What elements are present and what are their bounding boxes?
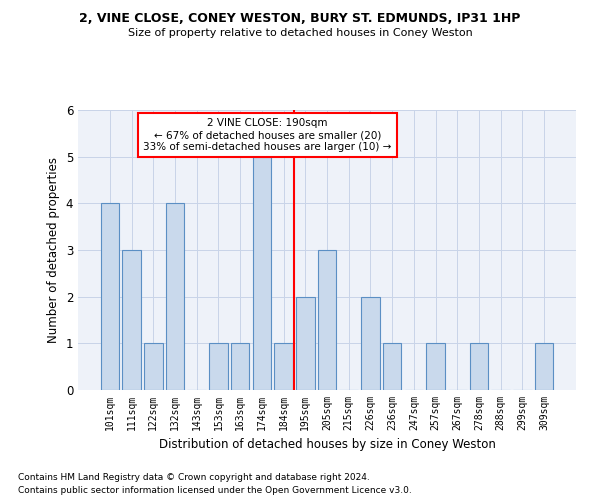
Bar xyxy=(122,250,141,390)
Y-axis label: Number of detached properties: Number of detached properties xyxy=(47,157,60,343)
Bar xyxy=(383,344,401,390)
Bar xyxy=(427,344,445,390)
Bar xyxy=(535,344,553,390)
Text: 2 VINE CLOSE: 190sqm
← 67% of detached houses are smaller (20)
33% of semi-detac: 2 VINE CLOSE: 190sqm ← 67% of detached h… xyxy=(143,118,391,152)
Bar xyxy=(144,344,163,390)
Bar xyxy=(318,250,336,390)
Bar xyxy=(209,344,227,390)
Bar xyxy=(253,156,271,390)
Bar xyxy=(166,204,184,390)
Text: Size of property relative to detached houses in Coney Weston: Size of property relative to detached ho… xyxy=(128,28,472,38)
Bar xyxy=(361,296,380,390)
Bar xyxy=(470,344,488,390)
Bar xyxy=(274,344,293,390)
Text: Contains HM Land Registry data © Crown copyright and database right 2024.: Contains HM Land Registry data © Crown c… xyxy=(18,474,370,482)
Bar xyxy=(101,204,119,390)
X-axis label: Distribution of detached houses by size in Coney Weston: Distribution of detached houses by size … xyxy=(158,438,496,452)
Bar xyxy=(296,296,314,390)
Text: Contains public sector information licensed under the Open Government Licence v3: Contains public sector information licen… xyxy=(18,486,412,495)
Bar xyxy=(231,344,250,390)
Text: 2, VINE CLOSE, CONEY WESTON, BURY ST. EDMUNDS, IP31 1HP: 2, VINE CLOSE, CONEY WESTON, BURY ST. ED… xyxy=(79,12,521,26)
